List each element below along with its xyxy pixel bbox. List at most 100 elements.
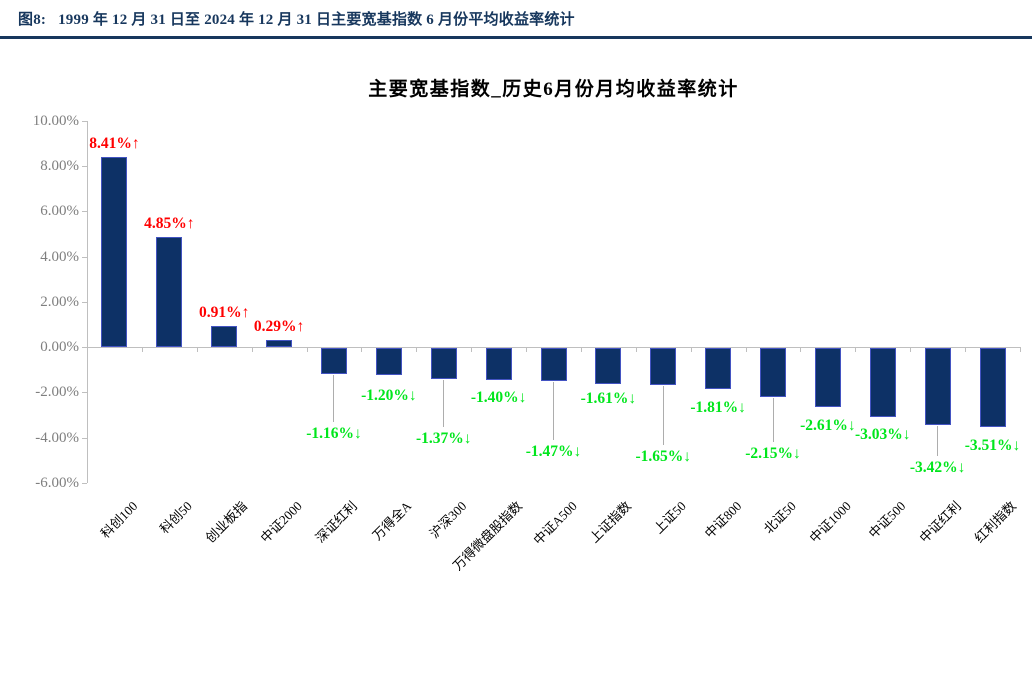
x-axis-tick xyxy=(526,347,528,352)
bar-value-label-negative: -1.81%↓ xyxy=(690,399,746,416)
x-axis-label: 上证50 xyxy=(650,498,690,537)
bar-value-label-negative: -3.51%↓ xyxy=(964,437,1021,454)
bar xyxy=(485,348,512,380)
y-axis-tick xyxy=(82,392,87,394)
chart-title: 主要宽基指数_历史6月份月均收益率统计 xyxy=(368,79,739,100)
x-axis-tick xyxy=(1020,347,1021,352)
x-axis-label: 万得全A xyxy=(369,498,415,544)
y-axis-tick-label: 0.00% xyxy=(40,339,79,355)
x-axis-label: 创业板指 xyxy=(202,498,251,546)
x-axis-tick xyxy=(635,347,637,352)
x-axis-tick xyxy=(965,347,967,352)
x-axis-label: 科创50 xyxy=(157,498,196,537)
bar-value-label-negative: -1.16%↓ xyxy=(306,425,362,442)
x-axis-label: 深证红利 xyxy=(312,498,360,546)
x-axis-tick xyxy=(745,347,747,352)
bar xyxy=(760,348,787,397)
y-axis-tick-label: 8.00% xyxy=(40,158,79,174)
y-axis-tick xyxy=(82,256,87,258)
bar-value-label-negative: -1.65%↓ xyxy=(635,448,692,465)
x-axis-tick xyxy=(580,347,582,352)
y-axis-line xyxy=(87,120,88,483)
plot-area: 10.00% 8.00% 6.00% 4.00% 2.00% 0.00% -2.00% -4.… xyxy=(15,62,1021,632)
leader-line xyxy=(662,386,664,445)
y-axis-tick xyxy=(82,482,87,484)
bar xyxy=(540,348,567,382)
bar-value-label-positive: 8.41%↑ xyxy=(89,134,140,152)
x-axis-label: 中证2000 xyxy=(257,498,305,546)
x-axis-tick xyxy=(471,347,473,352)
bar xyxy=(266,340,293,347)
bar xyxy=(650,348,677,386)
bar xyxy=(595,348,622,385)
bar xyxy=(320,348,347,375)
y-axis-tick xyxy=(82,437,87,439)
x-axis-label: 红利指数 xyxy=(971,498,1019,546)
bar xyxy=(814,348,841,408)
x-axis-label: 北证50 xyxy=(760,498,799,537)
x-axis-tick xyxy=(361,347,363,352)
x-axis-label: 中证800 xyxy=(701,498,745,542)
y-axis-tick-label: 6.00% xyxy=(40,203,79,220)
bar xyxy=(211,326,238,347)
y-axis-tick xyxy=(82,347,87,348)
y-axis-tick-label: 4.00% xyxy=(40,248,79,265)
x-axis-label: 中证1000 xyxy=(806,498,854,546)
bar xyxy=(156,237,183,347)
caption-divider-rule xyxy=(0,36,1032,39)
bar-value-label-negative: -3.03%↓ xyxy=(855,426,911,443)
x-axis-tick xyxy=(910,347,912,352)
y-axis-tick-label: -2.00% xyxy=(35,384,79,401)
bar-value-label-negative: -1.40%↓ xyxy=(470,389,527,406)
x-axis-tick xyxy=(800,347,802,352)
y-axis-tick-label: -6.00% xyxy=(35,474,79,491)
x-axis-label: 沪深300 xyxy=(426,498,470,542)
x-axis-tick xyxy=(251,347,253,352)
bar-value-label-positive: 0.91%↑ xyxy=(199,304,250,322)
leader-line xyxy=(553,382,554,440)
bar-value-label-negative: -1.47%↓ xyxy=(525,443,582,460)
bar xyxy=(924,348,951,426)
x-axis-tick xyxy=(196,347,198,352)
x-axis-tick xyxy=(855,347,857,352)
y-axis-tick xyxy=(82,120,87,122)
leader-line xyxy=(333,375,335,422)
y-axis-tick xyxy=(82,166,87,167)
x-axis-label: 中证A500 xyxy=(529,498,580,548)
bar-value-label-negative: -1.61%↓ xyxy=(580,390,637,407)
bar xyxy=(430,348,457,379)
bar-value-label-positive: 0.29%↑ xyxy=(253,318,305,336)
bar-value-label-negative: -1.37%↓ xyxy=(415,430,472,447)
y-axis-tick-label: -4.00% xyxy=(35,429,79,446)
y-axis-tick xyxy=(82,211,87,213)
bar-value-label-negative: -3.42%↓ xyxy=(909,459,966,476)
y-axis-tick-label: 2.00% xyxy=(40,293,79,310)
y-axis-tick-label: 10.00% xyxy=(32,112,79,129)
figure-number: 图8: xyxy=(18,12,47,28)
bar xyxy=(869,348,896,417)
x-axis-label: 中证红利 xyxy=(916,498,964,546)
bar-chart: 主要宽基指数_历史6月份月均收益率统计 10.00% 8.00% 6.00% 4.00… xyxy=(15,62,1021,632)
x-axis-label: 上证指数 xyxy=(586,498,635,546)
x-axis-tick xyxy=(306,347,308,352)
bar xyxy=(705,348,732,389)
bar xyxy=(375,348,402,376)
leader-line xyxy=(937,426,939,456)
bar-value-label-negative: -2.61%↓ xyxy=(800,417,856,434)
x-axis-tick xyxy=(87,347,88,352)
bar xyxy=(101,156,128,347)
x-axis-tick xyxy=(416,347,418,352)
figure-caption-text: 1999 年 12 月 31 日至 2024 年 12 月 31 日主要宽基指数… xyxy=(58,12,575,28)
y-axis-tick xyxy=(82,301,87,303)
bar xyxy=(979,348,1006,428)
x-axis-label: 中证500 xyxy=(865,498,909,542)
x-axis-tick xyxy=(141,347,143,352)
leader-line xyxy=(443,379,445,427)
bar-value-label-positive: 4.85%↑ xyxy=(144,215,195,233)
x-axis-label: 科创100 xyxy=(97,498,141,542)
bar-value-label-negative: -2.15%↓ xyxy=(745,445,801,462)
leader-line xyxy=(772,397,774,442)
bar-value-label-negative: -1.20%↓ xyxy=(361,387,417,404)
x-axis-line xyxy=(87,347,1020,348)
figure-caption: 图8: 1999 年 12 月 31 日至 2024 年 12 月 31 日主要宽… xyxy=(18,8,575,29)
